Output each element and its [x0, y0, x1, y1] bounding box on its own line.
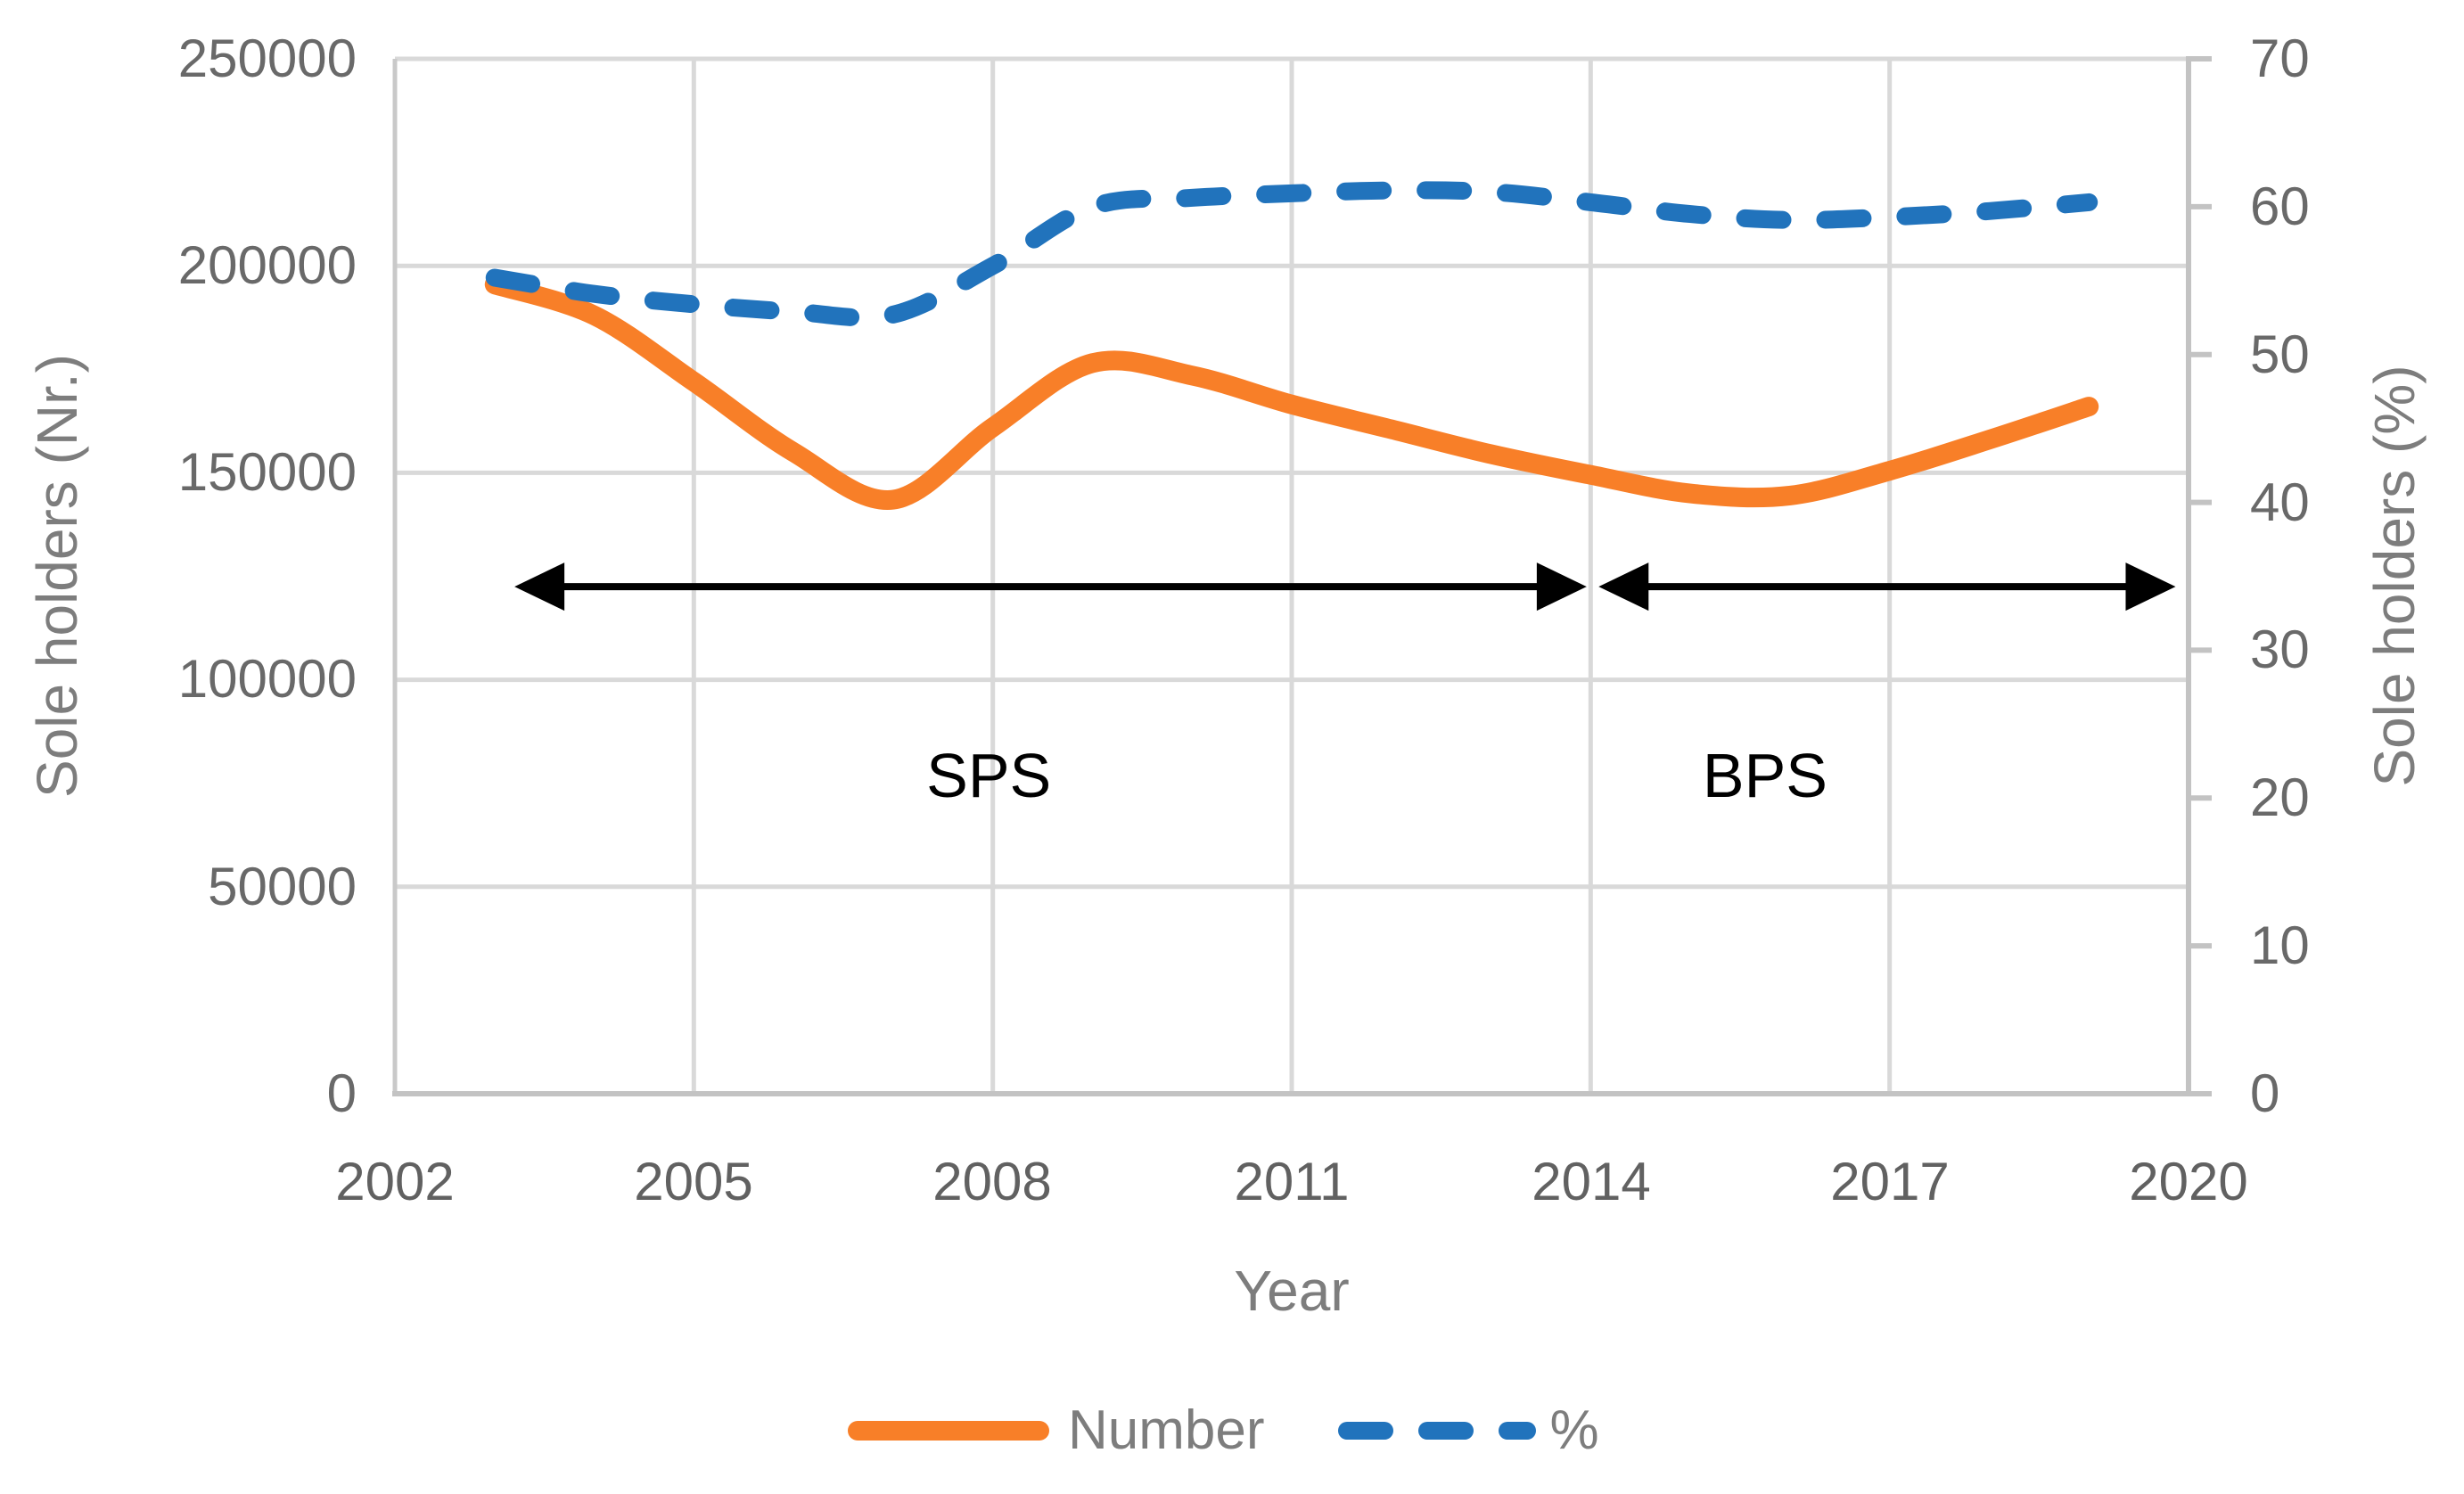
right-axis-tick-0: 0: [2250, 1063, 2280, 1123]
right-axis-title: Sole holders (%): [2362, 365, 2427, 787]
x-axis-tick-2020: 2020: [2129, 1152, 2248, 1211]
percent-series-line: [485, 181, 2099, 327]
data-series-lines: [484, 181, 2099, 510]
chart-legend: Number %: [847, 1399, 1599, 1463]
number-series-line: [484, 275, 2099, 510]
x-axis-tick-2002: 2002: [335, 1152, 455, 1211]
left-axis-tick-100000: 100000: [177, 649, 357, 709]
right-axis-tick-20: 20: [2250, 768, 2310, 827]
bps-arrow-left-head: [1598, 562, 1649, 612]
x-axis-title: Year: [1234, 1259, 1350, 1323]
period-arrows: [514, 562, 2176, 612]
x-axis-tick-2017: 2017: [1830, 1152, 1950, 1211]
x-axis-tick-2008: 2008: [932, 1152, 1052, 1211]
sps-arrow-right-head: [1536, 562, 1587, 612]
legend-label-number: Number: [1068, 1400, 1265, 1461]
gridlines: [395, 56, 2189, 1094]
right-axis-tick-50: 50: [2250, 324, 2310, 384]
x-axis-tick-2011: 2011: [1234, 1152, 1350, 1211]
left-axis-tick-250000: 250000: [177, 29, 357, 88]
bps-arrow-right-head: [2125, 562, 2176, 612]
right-axis-tick-60: 60: [2250, 176, 2310, 236]
legend-label-percent: %: [1549, 1400, 1599, 1461]
bps-period-label: BPS: [1702, 740, 1827, 810]
axis-spines: [392, 56, 2191, 1096]
right-axis-tick-40: 40: [2250, 472, 2310, 532]
left-axis-tick-200000: 200000: [177, 235, 357, 295]
left-axis-title: Sole holders (Nr.): [25, 354, 89, 798]
sps-arrow-left-head: [514, 562, 565, 612]
left-axis-tick-0: 0: [326, 1063, 357, 1123]
number-series-swatch-icon: [848, 1421, 1049, 1441]
left-axis-tick-50000: 50000: [208, 857, 357, 916]
right-axis-tick-10: 10: [2250, 915, 2310, 975]
x-axis-tick-2005: 2005: [634, 1152, 753, 1211]
sps-period-label: SPS: [926, 740, 1052, 810]
right-axis-tick-30: 30: [2250, 620, 2310, 679]
percent-series-swatch-icon: [1337, 1422, 1536, 1440]
left-axis-tick-150000: 150000: [177, 442, 357, 502]
x-axis-tick-2014: 2014: [1532, 1152, 1651, 1211]
right-axis-tick-70: 70: [2250, 29, 2310, 88]
right-axis-tick-marks: [2189, 56, 2212, 1096]
